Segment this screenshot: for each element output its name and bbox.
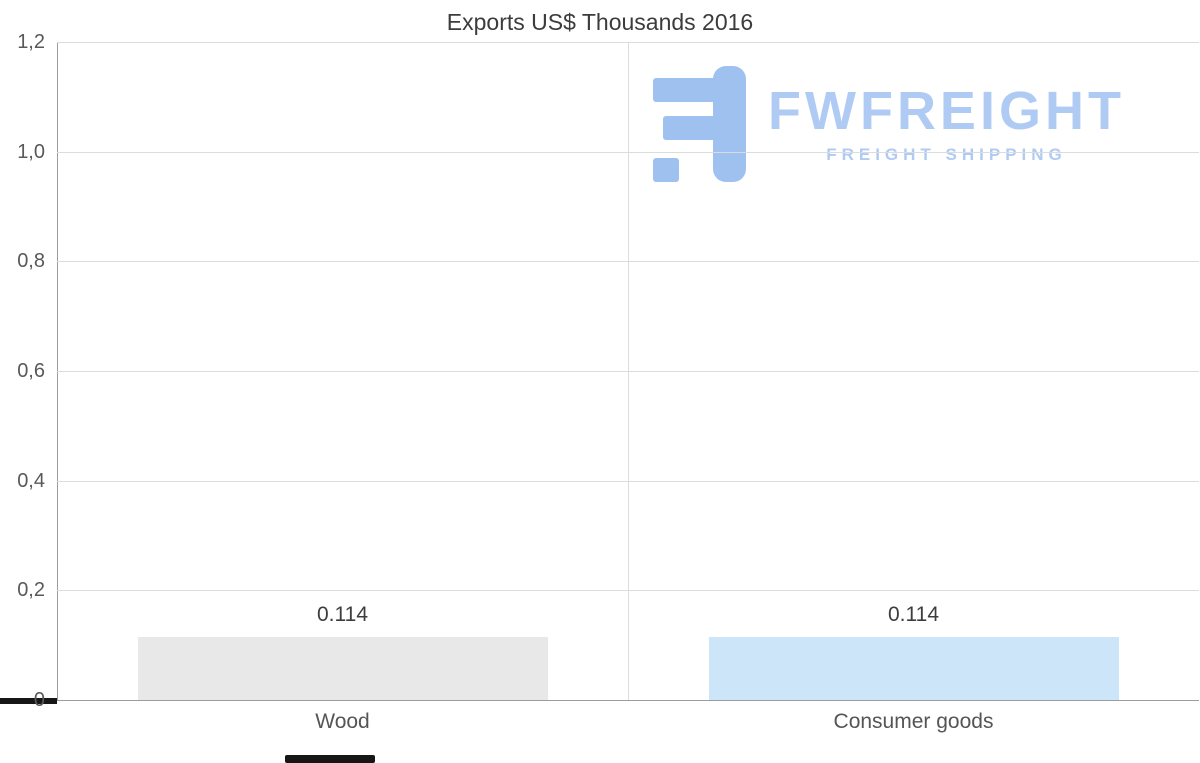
gridline — [57, 371, 1199, 372]
gridline — [57, 42, 1199, 43]
bottom-dark-bar — [285, 755, 375, 763]
y-tick-label: 0,2 — [17, 579, 45, 602]
gridline — [57, 261, 1199, 263]
fwfreight-logo-icon — [653, 66, 746, 182]
watermark-tagline: FREIGHT SHIPPING — [826, 144, 1067, 164]
watermark-text-block: FWFREIGHT FREIGHT SHIPPING — [768, 84, 1125, 165]
chart-title: Exports US$ Thousands 2016 — [446, 9, 754, 35]
gridline — [57, 590, 1199, 592]
x-category-label: Wood — [315, 710, 370, 733]
y-tick-label: 0 — [33, 689, 45, 711]
origin-axis-tick — [0, 698, 57, 704]
x-category-label: Consumer goods — [833, 710, 994, 733]
x-axis-line — [57, 700, 1199, 701]
gridline — [57, 480, 1199, 482]
watermark-logo: FWFREIGHT FREIGHT SHIPPING — [653, 66, 1125, 182]
y-tick-label: 0,4 — [17, 469, 45, 492]
y-tick-label: 0,8 — [17, 250, 45, 273]
y-tick-label: 1,0 — [17, 140, 45, 163]
bar-value-label: 0.114 — [888, 603, 939, 627]
y-tick-label: 0,6 — [17, 360, 45, 382]
watermark-brand: FWFREIGHT — [768, 80, 1125, 141]
bar-wood — [137, 637, 548, 700]
bar-value-label: 0.114 — [317, 603, 368, 627]
bar-consumer-goods — [708, 637, 1119, 700]
y-tick-label: 1,2 — [17, 31, 45, 53]
gridline — [57, 151, 1199, 153]
